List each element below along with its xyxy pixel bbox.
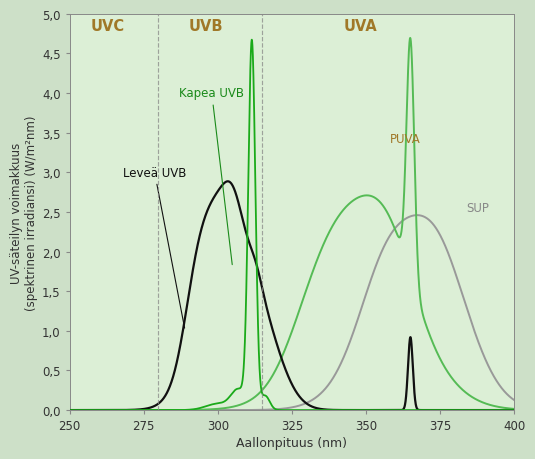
Text: PUVA: PUVA (389, 133, 421, 146)
Text: Kapea UVB: Kapea UVB (179, 87, 244, 265)
X-axis label: Aallonpituus (nm): Aallonpituus (nm) (236, 437, 347, 449)
Text: Leveä UVB: Leveä UVB (123, 167, 186, 328)
Y-axis label: UV-säteilyn voimakkuus
(spektrinen irradiansi) (W/m²nm): UV-säteilyn voimakkuus (spektrinen irrad… (10, 115, 38, 310)
Text: UVC: UVC (91, 19, 125, 34)
Text: UVB: UVB (189, 19, 223, 34)
Text: SUP: SUP (467, 202, 490, 215)
Text: UVA: UVA (343, 19, 377, 34)
